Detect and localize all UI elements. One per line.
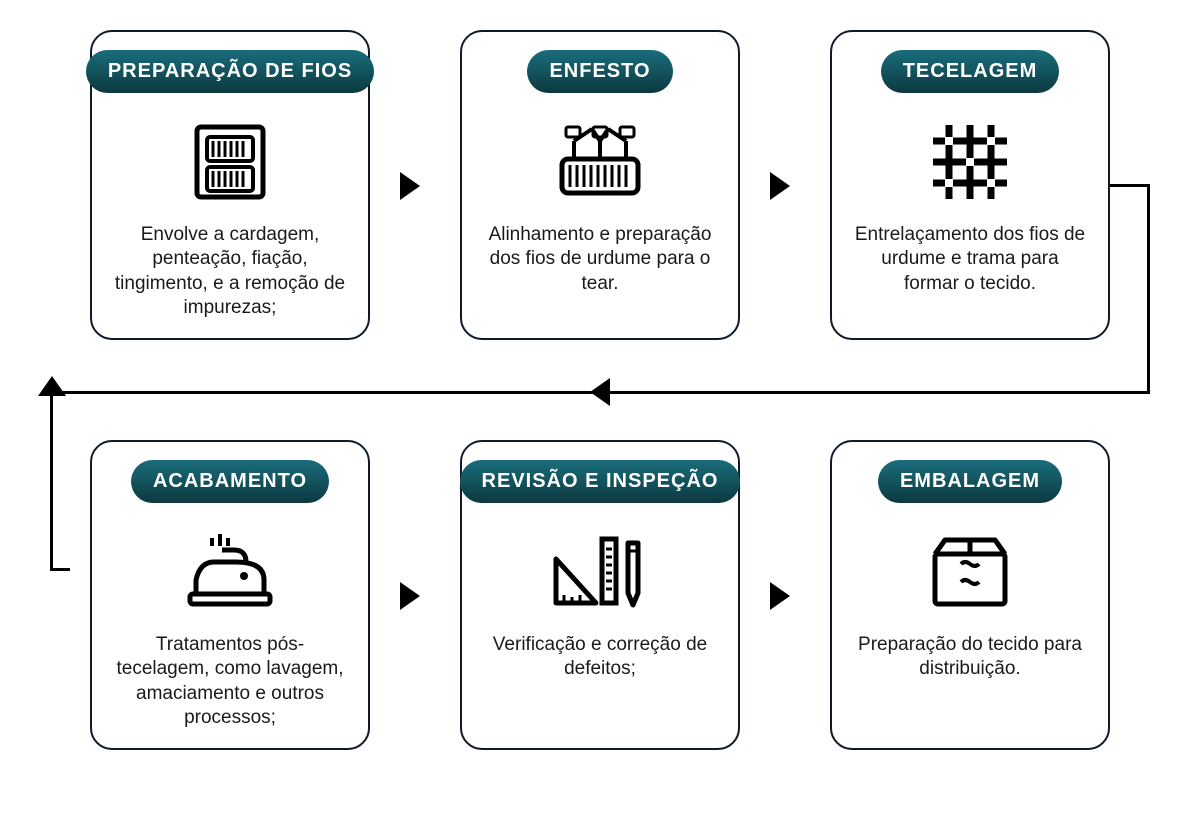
desc-preparacao: Envolve a cardagem, penteação, fiação, t… xyxy=(108,223,352,320)
badge-acabamento: ACABAMENTO xyxy=(131,460,329,503)
card-enfesto: ENFESTO Alinhamento e preparação dos fio… xyxy=(460,30,740,340)
carding-machine-icon xyxy=(187,107,273,217)
connector-3-in xyxy=(50,568,70,571)
arrow-1-2 xyxy=(400,172,420,200)
card-preparacao: PREPARAÇÃO DE FIOS Envolve a cardagem, p… xyxy=(90,30,370,340)
warp-beam-icon xyxy=(552,107,648,217)
connector-3-down2 xyxy=(50,391,53,571)
connector-3-out xyxy=(1110,184,1150,187)
card-tecelagem: TECELAGEM Entrelaçamento dos fios de urd… xyxy=(830,30,1110,340)
arrow-5-6 xyxy=(770,582,790,610)
badge-revisao: REVISÃO E INSPEÇÃO xyxy=(460,460,741,503)
connector-3-down xyxy=(1147,184,1150,394)
arrow-4-5 xyxy=(400,582,420,610)
desc-revisao: Verificação e correção de defeitos; xyxy=(478,633,722,682)
steam-iron-icon xyxy=(182,517,278,627)
badge-preparacao: PREPARAÇÃO DE FIOS xyxy=(86,50,374,93)
badge-tecelagem: TECELAGEM xyxy=(881,50,1060,93)
badge-embalagem: EMBALAGEM xyxy=(878,460,1062,503)
desc-embalagem: Preparação do tecido para distribuição. xyxy=(848,633,1092,682)
card-acabamento: ACABAMENTO Tratamentos pós-tecelagem, co… xyxy=(90,440,370,750)
arrow-3-4-turn xyxy=(38,376,66,396)
desc-tecelagem: Entrelaçamento dos fios de urdume e tram… xyxy=(848,223,1092,296)
badge-enfesto: ENFESTO xyxy=(527,50,672,93)
arrow-3-4 xyxy=(590,378,610,406)
card-revisao: REVISÃO E INSPEÇÃO Verificação e correçã… xyxy=(460,440,740,750)
desc-acabamento: Tratamentos pós-tecelagem, como lavagem,… xyxy=(108,633,352,730)
arrow-2-3 xyxy=(770,172,790,200)
weave-icon xyxy=(927,107,1013,217)
card-embalagem: EMBALAGEM Preparação do tecido para dist… xyxy=(830,440,1110,750)
ruler-pencil-icon xyxy=(550,517,650,627)
desc-enfesto: Alinhamento e preparação dos fios de urd… xyxy=(478,223,722,296)
box-icon xyxy=(925,517,1015,627)
